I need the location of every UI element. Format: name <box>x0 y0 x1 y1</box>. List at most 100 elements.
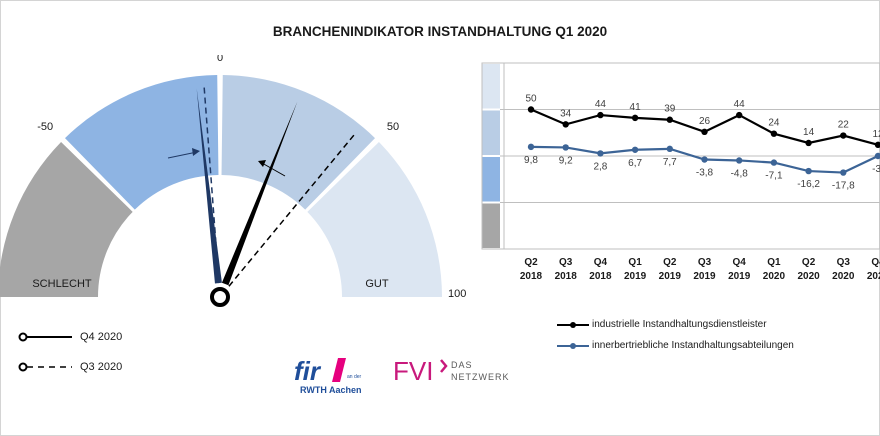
series-2-point <box>527 143 535 151</box>
series-1-point <box>631 114 639 122</box>
x-tick-quarter: Q4 <box>733 257 747 268</box>
gauge-needle-solid-1 <box>196 88 222 284</box>
line-legend-series-1-label: industrielle Instandhaltungsdienstleiste… <box>592 319 767 330</box>
fir-logo-sub1: an der <box>347 374 362 380</box>
x-tick-year: 2018 <box>555 271 578 282</box>
gauge-chart: -50 0 50 100 SCHLECHT GUT <box>0 55 466 307</box>
x-tick-quarter: Q3 <box>559 257 573 268</box>
series-1-data-label: 50 <box>525 94 537 105</box>
series-2-data-label: 9,2 <box>559 155 573 166</box>
series-1-data-label: 26 <box>699 116 711 127</box>
gauge-arrow-right-head <box>258 160 266 167</box>
line-legend-series-2-label: innerbertriebliche Instandhaltungsabteil… <box>592 340 794 351</box>
fvi-logo: FVI DAS NETZWERK <box>393 356 510 386</box>
gauge-arrow-left <box>167 151 198 159</box>
fvi-chevron-icon <box>440 359 448 373</box>
gauge-zone-1 <box>0 141 133 297</box>
fir-logo-sub2: RWTH Aachen <box>300 385 362 395</box>
gauge-needle-dashed-3 <box>203 87 220 284</box>
fir-logo: fir an der RWTH Aachen <box>294 356 362 395</box>
x-tick-quarter: Q4 <box>594 257 608 268</box>
series-2-data-label: -3,8 <box>696 168 714 179</box>
band-swatch-3 <box>482 157 500 202</box>
x-tick-quarter: Q3 <box>837 257 851 268</box>
x-tick-year: 2020 <box>763 271 786 282</box>
x-tick-year: 2020 <box>832 271 855 282</box>
series-1-point <box>805 139 812 147</box>
series-1-data-label: 22 <box>838 120 850 131</box>
series-2-data-label: -3, <box>872 164 880 175</box>
series-2-point <box>597 150 604 157</box>
series-1-data-label: 34 <box>560 108 572 119</box>
series-2-point <box>770 159 778 166</box>
gauge-tick-label: 100 <box>448 288 466 300</box>
x-tick-year: 2019 <box>693 271 716 282</box>
x-tick-quarter: Q2 <box>802 257 816 268</box>
legend-dashed-icon <box>18 362 72 372</box>
x-tick-year: 2019 <box>728 271 751 282</box>
series-1-point <box>666 116 673 123</box>
series-1-data-label: 14 <box>803 127 815 138</box>
x-tick-year: 2019 <box>624 271 647 282</box>
series-1-point <box>527 106 535 113</box>
gauge-tick-label: -50 <box>37 121 53 133</box>
fir-logo-text: fir <box>294 356 322 386</box>
series-1-point <box>562 121 569 128</box>
series-1-data-label: 44 <box>595 99 607 110</box>
legend-blue-line-icon <box>557 343 589 349</box>
fir-logo-bar-icon <box>332 358 346 382</box>
series-1-point <box>874 141 880 149</box>
gauge-tick-label: 50 <box>387 121 399 133</box>
x-tick-year: 2019 <box>659 271 682 282</box>
series-2-data-label: -16,2 <box>797 179 820 190</box>
gauge-legend-q4-label: Q4 2020 <box>80 331 123 343</box>
series-2-point <box>805 167 812 175</box>
series-1-point <box>597 111 604 119</box>
fvi-logo-tag1: DAS <box>451 360 473 370</box>
gauge-tick-label: 0 <box>217 55 223 64</box>
series-2-data-label: -4,8 <box>731 168 749 179</box>
page-title: BRANCHENINDIKATOR INSTANDHALTUNG Q1 2020 <box>272 24 608 39</box>
fvi-logo-text: FVI <box>393 356 433 386</box>
band-swatch-1 <box>482 64 500 109</box>
gauge-arrow-right <box>261 162 286 177</box>
series-1-point <box>736 111 743 119</box>
series-2-data-label: 2,8 <box>593 161 607 172</box>
x-tick-quarter: Q1 <box>767 257 781 268</box>
series-2-data-label: 9,8 <box>524 155 538 166</box>
series-line-1 <box>530 108 879 146</box>
band-swatch-4 <box>482 203 500 248</box>
gauge-zone-label-gut: GUT <box>365 278 389 290</box>
line-chart: 50 34 44 41 39 26 44 24 14 22 12 9,8 9,2 2,8 6,7 7,7 -3,… <box>481 62 880 282</box>
series-1-data-label: 39 <box>664 104 676 115</box>
series-2-data-label: -7,1 <box>765 171 783 182</box>
series-1-point <box>701 128 708 136</box>
series-1-data-label: 41 <box>630 102 642 113</box>
series-1-data-label: 44 <box>734 99 746 110</box>
gauge-needle-solid-0 <box>221 101 298 286</box>
gauge-pivot <box>210 287 230 307</box>
x-tick-year: 2020 <box>797 271 820 282</box>
x-tick-quarter: Q3 <box>698 257 712 268</box>
series-1-point <box>840 132 847 139</box>
fvi-logo-tag2: NETZWERK <box>451 372 510 382</box>
series-2-point <box>562 144 569 151</box>
plot-frame <box>481 62 880 250</box>
x-tick-quarter: Q2 <box>663 257 677 268</box>
series-2-data-label: -17,8 <box>832 181 855 192</box>
series-1-data-label: 24 <box>768 118 780 129</box>
series-2-data-label: 6,7 <box>628 158 642 169</box>
x-tick-quarter: Q4 <box>871 257 880 268</box>
gauge-zone-2 <box>64 75 219 210</box>
gauge-needle-dashed-2 <box>228 134 355 287</box>
x-tick-year: 2018 <box>589 271 612 282</box>
series-1-point <box>770 130 778 137</box>
legend-solid-icon <box>18 332 72 342</box>
gauge-zone-label-schlecht: SCHLECHT <box>32 278 92 290</box>
series-1-data-label: 12 <box>872 129 880 140</box>
series-2-point <box>840 169 847 176</box>
series-2-point <box>874 152 880 160</box>
gauge-legend-q3-label: Q3 2020 <box>80 361 123 373</box>
series-2-data-label: 7,7 <box>663 157 677 168</box>
x-tick-quarter: Q1 <box>628 257 642 268</box>
